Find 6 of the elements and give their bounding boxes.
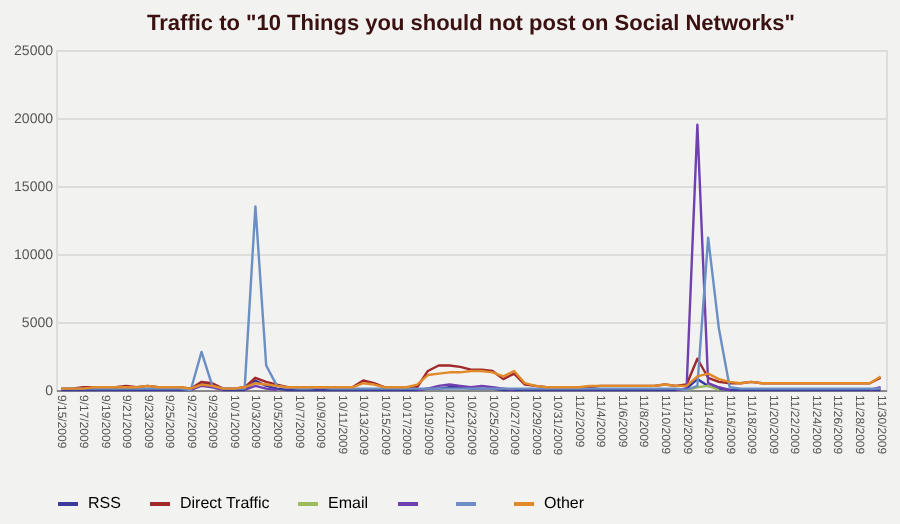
line-series [60, 369, 882, 390]
legend-label: Email [328, 494, 369, 512]
chart-title: Traffic to "10 Things you should not post on Social Networks" [147, 12, 795, 36]
legend-label: Other [544, 494, 585, 512]
legend-label: RSS [88, 494, 121, 512]
legend-label: Direct Traffic [180, 494, 270, 512]
